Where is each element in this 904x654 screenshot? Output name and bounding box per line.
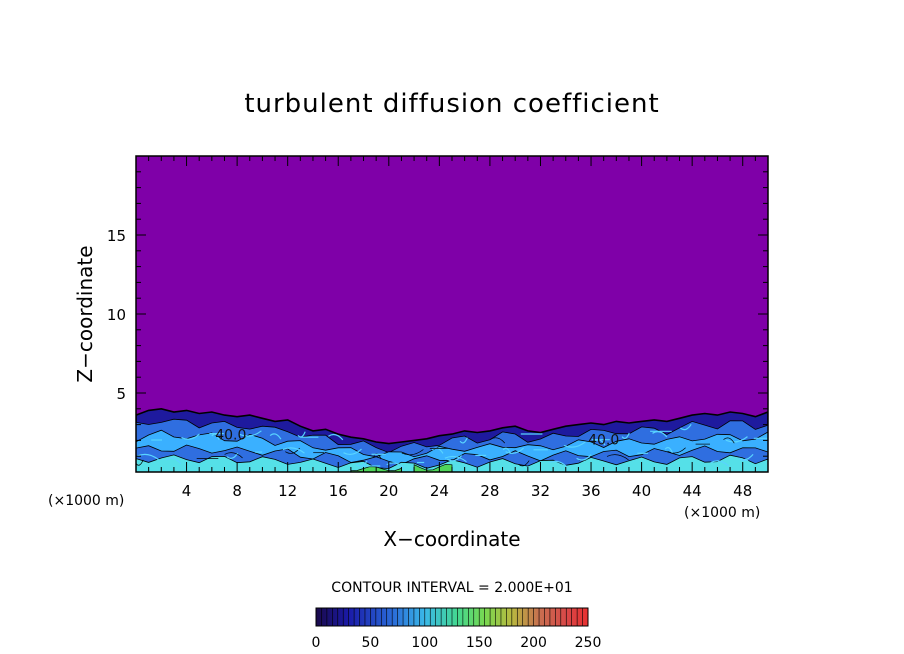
- eddy-stroke: [723, 437, 735, 444]
- y-tick-label: 10: [107, 306, 126, 324]
- x-tick-label: 4: [182, 482, 192, 500]
- eddy-stroke: [505, 447, 525, 454]
- eddy-stroke: [446, 455, 463, 462]
- eddy-stroke: [269, 433, 282, 440]
- eddy-stroke: [459, 437, 468, 444]
- eddy-stroke: [725, 436, 748, 443]
- x-tick-label: 48: [733, 482, 752, 500]
- eddy-stroke: [386, 462, 406, 469]
- chart-title: turbulent diffusion coefficient: [244, 89, 659, 119]
- colorbar-tick-label: 200: [520, 635, 547, 651]
- x-tick-label: 28: [480, 482, 499, 500]
- x-tick-label: 40: [632, 482, 651, 500]
- x-tick-label: 16: [329, 482, 348, 500]
- eddy-stroke: [502, 447, 511, 454]
- colorbar-tick-label: 150: [466, 635, 493, 651]
- contour-labels: 40.0 40.0: [215, 428, 619, 449]
- y-tick-label: 5: [116, 385, 126, 403]
- x-tick-label: 32: [531, 482, 550, 500]
- contour-interval-label: CONTOUR INTERVAL = 2.000E+01: [331, 580, 572, 596]
- eddy-stroke: [680, 423, 692, 431]
- eddy-stroke: [239, 430, 262, 437]
- x-tick-label: 12: [278, 482, 297, 500]
- eddy-stroke: [664, 446, 673, 454]
- eddy-stroke: [606, 454, 629, 461]
- eddy-stroke: [490, 437, 506, 444]
- x-tick-label: 44: [683, 482, 702, 500]
- eddy-stroke: [297, 431, 306, 438]
- contour-label: 40.0: [215, 428, 246, 444]
- axis-ticks: [136, 156, 768, 472]
- colorbar-tick-label: 250: [575, 635, 602, 651]
- eddy-stroke: [224, 452, 243, 459]
- eddy-stroke: [563, 441, 586, 448]
- eddy-stroke: [328, 433, 344, 441]
- eddy-stroke: [136, 453, 159, 461]
- colorbar-tick-label: 0: [312, 635, 321, 651]
- eddy-stroke: [355, 460, 368, 467]
- colorbar-bands: [321, 608, 583, 626]
- eddy-stroke: [548, 460, 568, 468]
- x-tick-label: 36: [581, 482, 600, 500]
- colorbar-labels: 0 50 100 150 200 250: [312, 635, 602, 651]
- eddy-stroke: [667, 447, 686, 454]
- y-unit-label: (×1000 m): [48, 493, 124, 509]
- boundary-layer-core: [136, 454, 768, 472]
- x-unit-label: (×1000 m): [684, 505, 760, 521]
- x-axis-label: X−coordinate: [383, 527, 520, 551]
- eddy-stroke: [444, 455, 467, 463]
- eddy-stroke: [518, 460, 530, 467]
- eddy-stroke: [211, 433, 220, 440]
- eddy-stroke: [710, 460, 730, 467]
- eddy-stroke: [181, 433, 200, 440]
- y-axis-label: Z−coordinate: [73, 245, 97, 382]
- colorbar-tick-label: 100: [411, 635, 438, 651]
- y-tick-label: 15: [107, 227, 126, 245]
- eddy-stroke: [401, 449, 424, 456]
- x-tick-label: 24: [430, 482, 449, 500]
- eddy-stroke: [738, 454, 754, 461]
- eddy-stroke: [282, 447, 305, 454]
- contour-label: 40.0: [588, 432, 619, 448]
- diffusion-field: [136, 407, 768, 472]
- colorbar-tick-label: 50: [361, 635, 379, 651]
- eddy-stroke: [576, 454, 592, 461]
- x-tick-label: 8: [232, 482, 242, 500]
- eddy-stroke: [343, 448, 362, 456]
- eddy-stroke: [165, 457, 182, 464]
- x-tick-label: 20: [379, 482, 398, 500]
- eddy-stroke: [621, 432, 630, 439]
